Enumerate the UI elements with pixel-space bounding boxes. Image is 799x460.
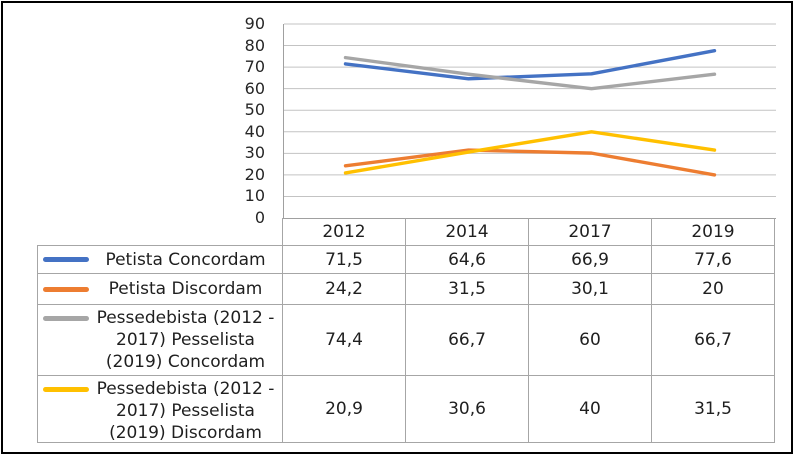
- series-name: Pessedebista (2012 - 2017) Pesselista (2…: [96, 308, 275, 372]
- table-cell-value: 40: [529, 376, 652, 443]
- table-cell-value: 64,6: [406, 246, 529, 274]
- chart-outer-border: 90 80 70 60 50 40 30 20 10 0 2012 2014 2…: [1, 1, 793, 454]
- table-cell-value: 20,9: [283, 376, 406, 443]
- y-tick-label: 40: [244, 122, 265, 141]
- y-tick-label: 50: [244, 100, 265, 119]
- table-corner-cell: [37, 218, 283, 246]
- table-row-label: Petista Concordam: [37, 246, 283, 274]
- table-cell-value: 66,7: [652, 305, 775, 376]
- table-cell-value: 71,5: [283, 246, 406, 274]
- table-header-year: 2014: [406, 218, 529, 246]
- table-header-year: 2017: [529, 218, 652, 246]
- series-name: Petista Discordam: [108, 279, 263, 299]
- table-header-year: 2019: [652, 218, 775, 246]
- y-tick-label: 70: [244, 57, 265, 76]
- table-row-label: Petista Discordam: [37, 274, 283, 305]
- y-tick-label: 30: [244, 143, 265, 162]
- table-cell-value: 30,1: [529, 274, 652, 305]
- table-cell-value: 24,2: [283, 274, 406, 305]
- table-row-label: Pessedebista (2012 - 2017) Pesselista (2…: [37, 376, 283, 443]
- table-row-label: Pessedebista (2012 - 2017) Pesselista (2…: [37, 305, 283, 376]
- table-cell-value: 30,6: [406, 376, 529, 443]
- y-tick-label: 60: [244, 79, 265, 98]
- y-tick-label: 0: [254, 208, 265, 227]
- table-cell-value: 74,4: [283, 305, 406, 376]
- series-name: Pessedebista (2012 - 2017) Pesselista (2…: [96, 379, 275, 443]
- legend-key-icon: [43, 387, 89, 392]
- data-table: 2012 2014 2017 2019 Petista Concordam 71…: [37, 218, 775, 443]
- y-tick-label: 20: [244, 165, 265, 184]
- y-tick-label: 90: [244, 14, 265, 33]
- legend-key-icon: [43, 286, 89, 292]
- series-name: Petista Concordam: [105, 249, 266, 270]
- table-cell-value: 31,5: [406, 274, 529, 305]
- table-cell-value: 31,5: [652, 376, 775, 443]
- table-cell-value: 66,9: [529, 246, 652, 274]
- plot-area: [283, 23, 776, 219]
- table-cell-value: 20: [652, 274, 775, 305]
- table-cell-value: 60: [529, 305, 652, 376]
- y-axis-tick-labels: 90 80 70 60 50 40 30 20 10 0: [163, 3, 265, 233]
- table-cell-value: 66,7: [406, 305, 529, 376]
- table-header-year: 2012: [283, 218, 406, 246]
- line-chart: [284, 23, 776, 197]
- y-tick-label: 80: [244, 36, 265, 55]
- y-tick-label: 10: [244, 186, 265, 205]
- legend-key-icon: [43, 257, 89, 262]
- table-cell-value: 77,6: [652, 246, 775, 274]
- legend-key-icon: [43, 316, 89, 321]
